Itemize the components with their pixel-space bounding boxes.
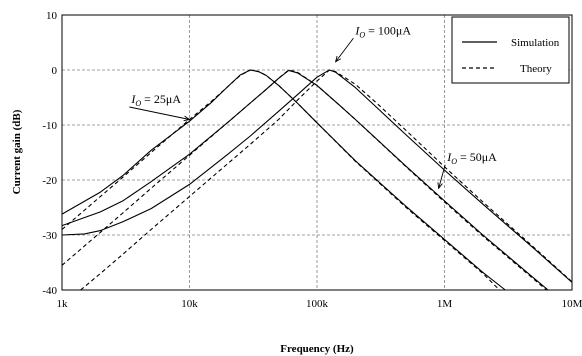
y-tick-label: 10 <box>46 10 58 22</box>
bias-annotation: IO = 100μA <box>354 23 411 39</box>
theory-curve <box>61 69 547 291</box>
x-tick-label: 1M <box>437 298 453 310</box>
simulation-curve <box>61 69 573 283</box>
theory-curve <box>61 69 500 291</box>
y-tick-label: -20 <box>42 175 57 187</box>
annotations: IO = 25μA IO = 100μA IO = 50μA <box>129 23 497 190</box>
annotation-arrowhead <box>437 182 443 190</box>
annotation-arrowhead <box>183 115 191 122</box>
grid <box>62 15 572 290</box>
annotation-arrow <box>335 37 354 63</box>
y-tick-labels: 10 0 -10 -20 -30 -40 <box>42 10 57 297</box>
y-tick-label: -10 <box>42 120 57 132</box>
y-tick-label: -30 <box>42 230 57 242</box>
annotation-arrow <box>438 164 446 189</box>
legend-box <box>451 16 570 84</box>
simulation-curve <box>61 69 549 291</box>
y-tick-label: 0 <box>52 65 58 77</box>
x-tick-label: 10M <box>562 298 582 310</box>
x-tick-labels: 1k 10k 100k 1M 10M <box>57 298 582 310</box>
y-axis-title: Current gain (dB) <box>11 109 23 194</box>
y-tick-label: -40 <box>42 285 57 297</box>
bias-annotation: IO = 25μA <box>130 92 181 108</box>
annotation-arrow <box>129 106 190 120</box>
legend-simulation-label: Simulation <box>511 37 560 49</box>
x-axis-title: Frequency (Hz) <box>280 343 354 355</box>
annotation-arrowhead <box>334 55 342 63</box>
x-tick-label: 100k <box>306 298 329 310</box>
x-tick-label: 1k <box>57 298 69 310</box>
plot-frame <box>61 14 573 291</box>
legend-theory-label: Theory <box>520 63 552 75</box>
legend: Simulation Theory <box>451 16 570 84</box>
bias-annotation: IO = 50μA <box>446 150 497 166</box>
x-tick-label: 10k <box>181 298 198 310</box>
